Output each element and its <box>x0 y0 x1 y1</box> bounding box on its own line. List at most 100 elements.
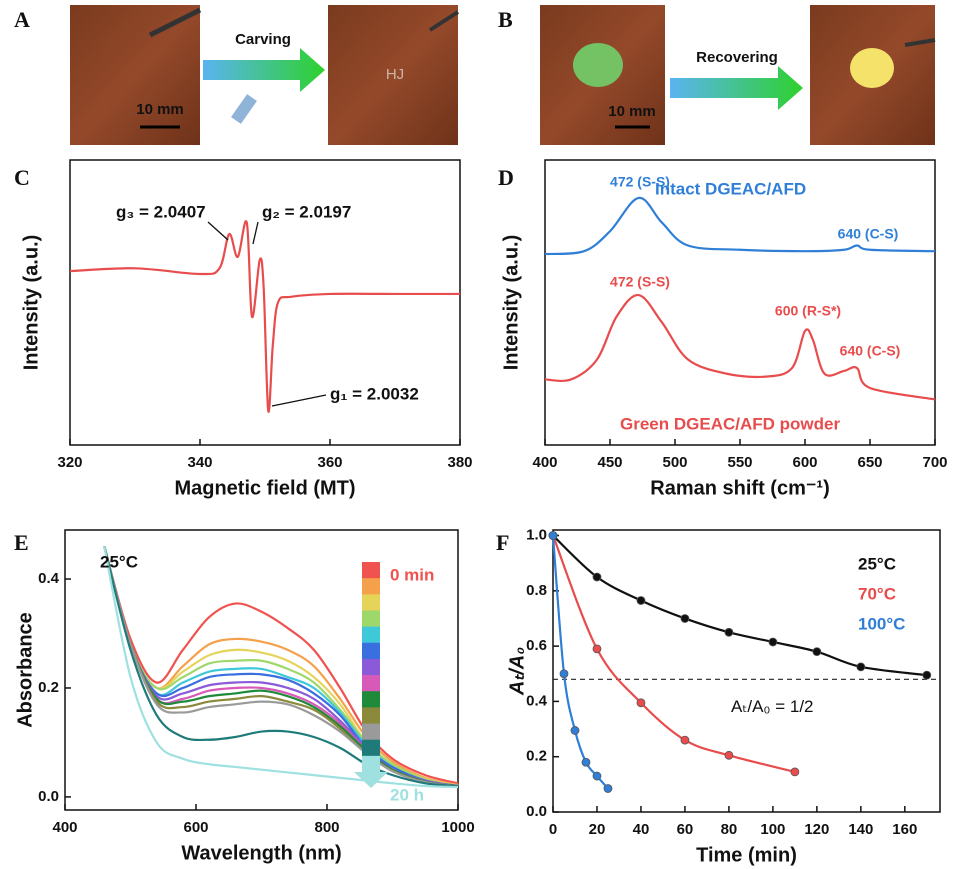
point <box>856 662 866 672</box>
series-line <box>69 220 460 413</box>
y-axis-label: Absorbance <box>14 612 36 728</box>
annotation: 640 (C-S) <box>838 226 899 242</box>
x-tick-label: 320 <box>57 454 82 471</box>
arrow <box>203 48 325 92</box>
x-tick-label: 60 <box>677 821 694 838</box>
y-axis-label: Intensity (a.u.) <box>20 235 42 371</box>
annotation-arrow <box>252 221 259 245</box>
annotation: 640 (C-S) <box>840 343 901 359</box>
annotation: 600 (R-S*) <box>775 303 841 319</box>
x-tick-label: 140 <box>848 821 873 838</box>
panel-label: C <box>14 165 30 190</box>
x-axis-label: Raman shift (cm⁻¹) <box>650 477 829 499</box>
x-axis-label: Time (min) <box>696 844 797 866</box>
series-line <box>103 546 459 788</box>
legend-gradient-swatch <box>362 594 380 611</box>
legend-gradient-swatch <box>362 658 380 676</box>
legend-gradient-swatch <box>362 723 380 741</box>
y-tick-label: 1.0 <box>526 526 547 543</box>
x-tick-label: 100 <box>760 821 785 838</box>
x-tick-label: 20 <box>589 821 606 838</box>
x-tick-label: 800 <box>314 819 339 836</box>
point <box>581 757 591 767</box>
series-label: 100°C <box>858 614 905 633</box>
point <box>570 726 580 735</box>
annotation: g₂ = 2.0197 <box>262 202 351 221</box>
x-tick-label: 450 <box>597 454 622 471</box>
panel-label: B <box>498 7 513 32</box>
plot-frame <box>552 529 941 813</box>
x-tick-label: 0 <box>549 821 557 838</box>
x-tick-label: 340 <box>187 454 212 471</box>
legend-arrow-tip <box>354 772 388 788</box>
x-tick-label: 80 <box>721 821 738 838</box>
series-line <box>544 196 936 256</box>
point <box>636 698 646 708</box>
photo <box>328 5 458 145</box>
x-tick-label: 1000 <box>441 819 474 836</box>
x-tick-label: 500 <box>662 454 687 471</box>
panel-label: E <box>14 530 29 555</box>
series-label: 70°C <box>858 584 896 603</box>
x-tick-label: 40 <box>633 821 650 838</box>
point <box>724 750 734 760</box>
point <box>592 572 602 582</box>
annotation: 20 h <box>390 785 424 804</box>
plot-frame <box>544 159 936 446</box>
point <box>768 637 778 647</box>
series-line <box>551 535 796 773</box>
annotation: 472 (S-S) <box>610 274 670 290</box>
legend-gradient-swatch <box>362 626 380 644</box>
plot-frame <box>69 159 461 446</box>
needle <box>428 10 460 32</box>
series-label: 25°C <box>858 554 896 573</box>
y-tick-label: 0.6 <box>526 637 547 654</box>
arrow-text: Recovering <box>696 49 778 66</box>
arrow-text: Carving <box>235 31 291 48</box>
legend-gradient-swatch <box>362 562 380 579</box>
point <box>603 784 613 793</box>
carved-text: HJ <box>386 66 404 83</box>
annotation-arrow <box>207 221 229 241</box>
y-tick-label: 0.0 <box>526 803 547 820</box>
y-axis-label: Intensity (a.u.) <box>500 235 522 371</box>
y-tick-label: 0.4 <box>38 570 60 587</box>
y-axis-label: Aₜ/A₀ <box>506 647 528 696</box>
point <box>680 735 690 745</box>
series-line <box>103 546 459 788</box>
y-tick-label: 0.8 <box>526 582 547 599</box>
y-tick-label: 0.4 <box>526 692 548 709</box>
point <box>548 531 558 540</box>
reference-label: Aₜ/A₀ = 1/2 <box>731 697 813 716</box>
annotation-arrow <box>271 394 327 407</box>
x-tick-label: 700 <box>922 454 947 471</box>
panel-label: D <box>498 165 514 190</box>
series-line <box>551 535 609 790</box>
panel-label: A <box>14 7 30 32</box>
scale-text: 10 mm <box>608 103 656 120</box>
legend-gradient-swatch <box>362 642 380 660</box>
series-label: Green DGEAC/AFD powder <box>620 414 840 433</box>
panel-label: F <box>496 530 509 555</box>
x-tick-label: 380 <box>447 454 472 471</box>
arrow <box>670 66 803 110</box>
knife-icon <box>231 94 257 124</box>
point <box>636 596 646 605</box>
needle <box>148 7 202 38</box>
plot-frame <box>64 529 459 811</box>
point <box>592 644 602 654</box>
annotation: 25°C <box>100 552 138 571</box>
series-line <box>103 546 459 788</box>
x-axis-label: Magnetic field (MT) <box>174 477 355 499</box>
x-tick-label: 600 <box>183 819 208 836</box>
x-tick-label: 160 <box>892 821 917 838</box>
x-tick-label: 600 <box>792 454 817 471</box>
powder <box>573 43 623 87</box>
series-line <box>544 293 936 401</box>
point <box>790 767 800 777</box>
annotation: g₃ = 2.0407 <box>116 202 206 221</box>
powder <box>850 48 894 88</box>
y-tick-label: 0.2 <box>526 748 547 765</box>
series-line <box>103 546 459 785</box>
